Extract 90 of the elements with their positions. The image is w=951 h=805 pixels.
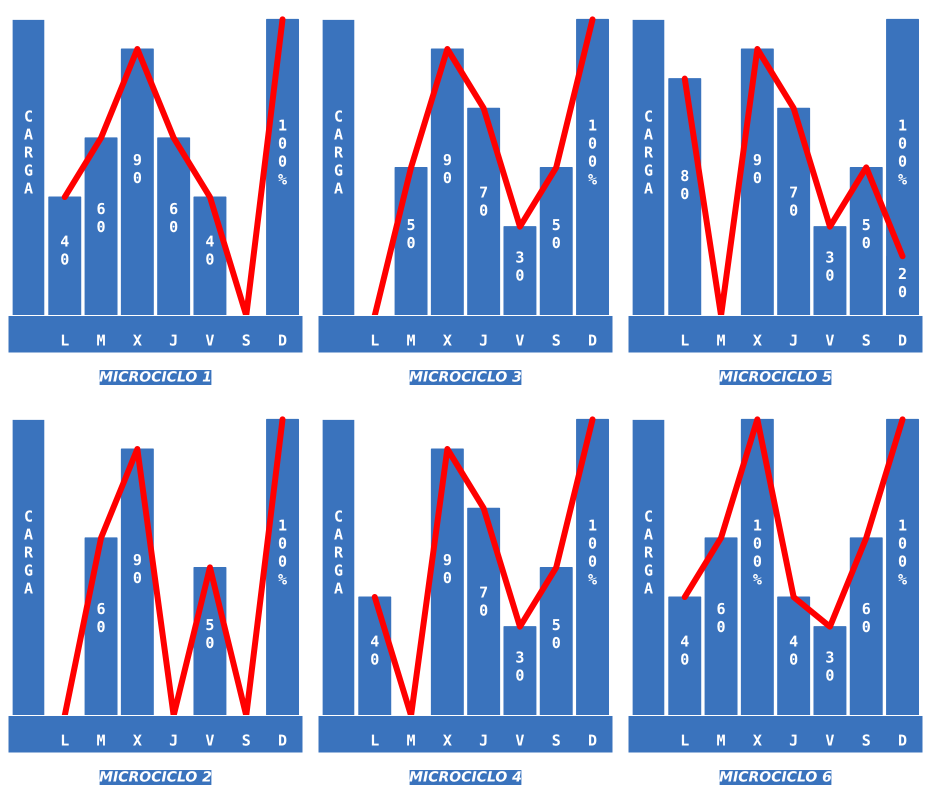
data-label: 90 [442,150,452,187]
data-label: 40 [789,632,798,668]
x-tick-label: X [752,732,762,750]
data-label: 100% [752,516,762,589]
x-tick-label: D [278,732,288,750]
x-tick-label: D [898,332,908,350]
data-label: 70 [789,183,798,220]
data-label: 40 [205,232,214,268]
x-tick-label: J [169,732,178,750]
x-tick-label: V [515,332,524,350]
text: MICROCICLO 1 [99,370,212,386]
x-tick-label: L [680,732,690,750]
data-label: 50 [862,216,871,252]
x-tick-label: M [406,332,416,350]
data-label: 100% [588,516,598,589]
data-label: 50 [552,216,561,252]
x-tick-label: X [132,732,142,750]
data-label: 30 [825,648,834,685]
x-tick-label: D [898,732,908,750]
x-tick-label: J [479,732,488,750]
x-tick-label: D [588,732,598,750]
data-label: 90 [132,150,142,187]
x-tick-label: D [588,332,598,350]
data-label: 70 [479,583,488,620]
x-tick-label: L [370,332,380,350]
x-tick-label: L [60,732,70,750]
y-axis-title: CARGA [644,508,654,598]
data-label: 90 [442,550,452,587]
data-label: 30 [825,248,834,285]
text: MICROCICLO 3 [409,370,522,386]
x-tick-label: V [205,332,214,350]
x-tick-label: S [242,732,251,750]
data-label: 80 [680,167,690,204]
data-label: 60 [862,600,871,636]
data-label: 70 [479,183,488,220]
data-label: 30 [515,648,524,685]
data-label: 90 [752,150,762,187]
data-label: 100% [278,116,288,189]
x-tick-label: V [825,732,834,750]
x-tick-label: V [205,732,214,750]
x-tick-label: M [96,332,106,350]
x-tick-label: D [278,332,288,350]
data-label: 60 [716,600,726,636]
x-tick-label: S [242,332,251,350]
x-tick-label: J [789,732,798,750]
data-label: 20 [898,264,908,301]
data-label: 100% [898,516,908,589]
text: MICROCICLO 6 [719,770,832,786]
text: MICROCICLO 2 [99,770,212,786]
data-label: 40 [60,232,70,268]
data-label: 90 [132,550,142,587]
x-tick-label: X [752,332,762,350]
data-label: 50 [406,216,416,252]
data-label: 40 [370,632,380,668]
x-tick-label: S [862,732,871,750]
data-label: 50 [552,616,561,652]
x-tick-label: S [552,332,561,350]
y-axis-title: CARGA [334,108,344,198]
data-label: 60 [96,200,106,236]
x-tick-label: X [442,332,452,350]
x-tick-label: X [442,732,452,750]
data-label: 60 [169,200,178,236]
x-tick-label: L [60,332,70,350]
x-tick-label: V [825,332,834,350]
data-label: 100% [588,116,598,189]
data-label: 100% [898,116,908,189]
x-tick-label: M [716,732,726,750]
x-tick-label: V [515,732,524,750]
x-tick-label: X [132,332,142,350]
x-tick-label: S [862,332,871,350]
y-axis-title: CARGA [334,508,344,598]
x-tick-label: M [406,732,416,750]
x-tick-label: J [169,332,178,350]
y-axis-title: CARGA [24,508,34,598]
x-tick-label: M [96,732,106,750]
data-label: 60 [96,600,106,636]
x-tick-label: L [370,732,380,750]
data-label: 40 [680,632,690,668]
text: MICROCICLO 5 [719,370,832,386]
x-tick-label: S [552,732,561,750]
data-label: 30 [515,248,524,285]
x-tick-label: M [716,332,726,350]
text: MICROCICLO 4 [409,770,522,786]
x-tick-label: J [789,332,798,350]
x-tick-label: J [479,332,488,350]
x-tick-label: L [680,332,690,350]
data-label: 100% [278,516,288,589]
y-axis-title: CARGA [24,108,34,198]
data-label: 50 [205,616,214,652]
y-axis-title: CARGA [644,108,654,198]
